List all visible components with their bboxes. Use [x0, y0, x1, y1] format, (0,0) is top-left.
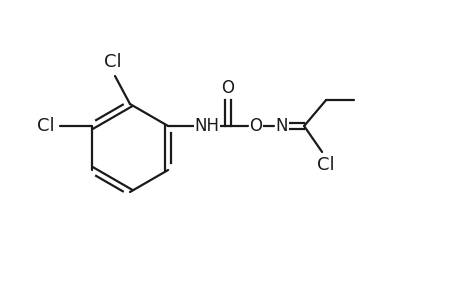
Text: Cl: Cl: [104, 53, 122, 71]
Text: Cl: Cl: [317, 156, 334, 174]
Text: NH: NH: [194, 116, 219, 134]
Text: O: O: [221, 79, 234, 97]
Text: Cl: Cl: [37, 117, 55, 135]
Text: O: O: [249, 117, 262, 135]
Text: N: N: [275, 117, 288, 135]
